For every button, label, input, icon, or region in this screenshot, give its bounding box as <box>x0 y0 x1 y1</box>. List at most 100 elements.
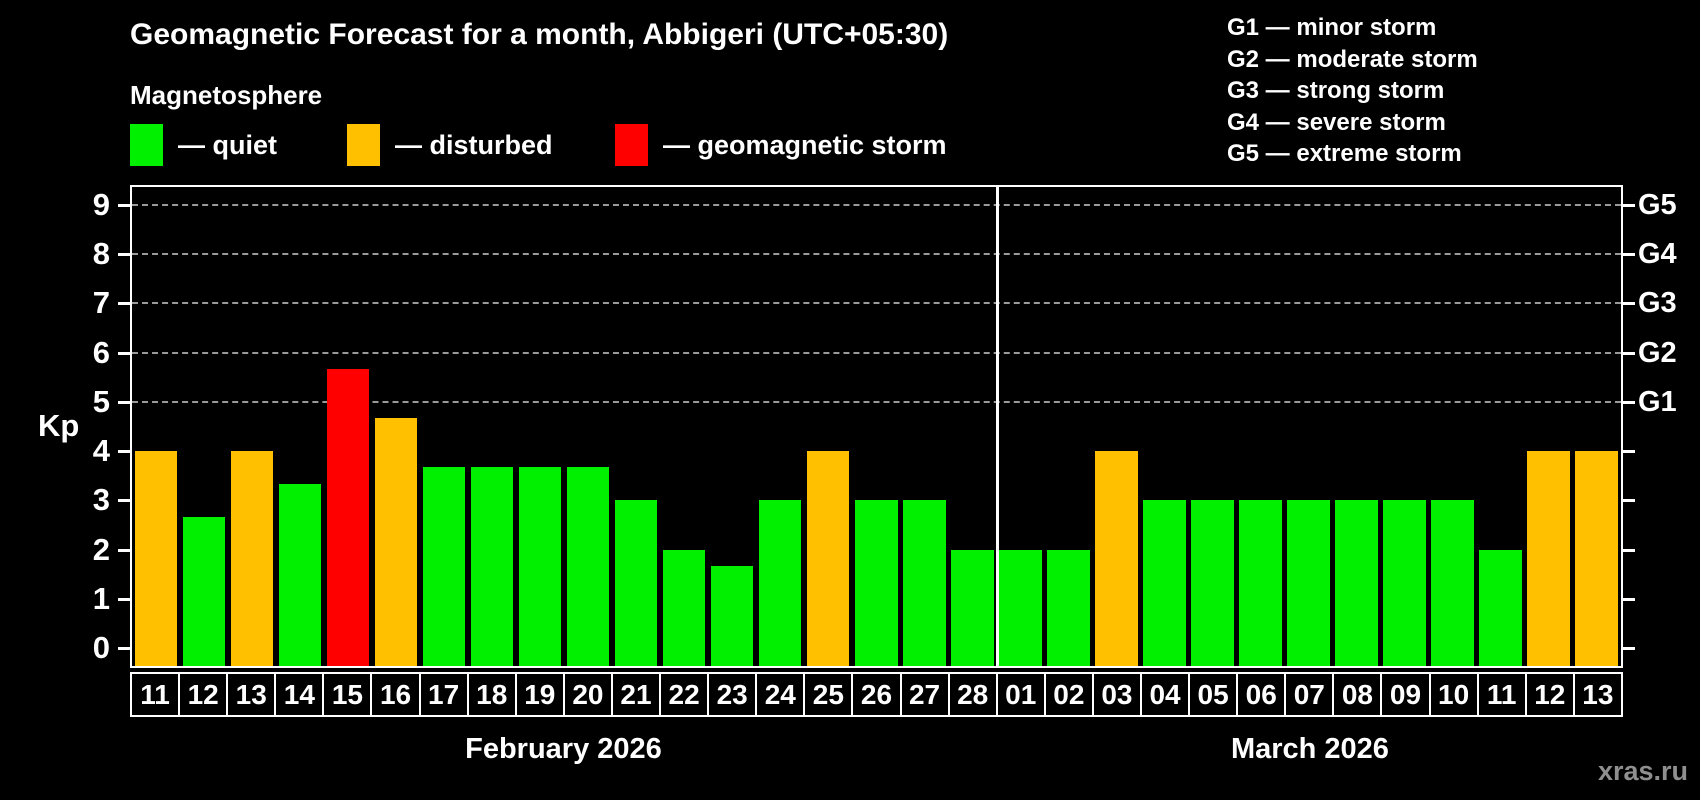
g-legend-item-g3: G3 — strong storm <box>1227 77 1445 104</box>
bar-day-08 <box>1335 500 1378 666</box>
y-axis-tick-right <box>1623 548 1635 552</box>
y-axis-tick-right <box>1623 204 1635 207</box>
month-labels: February 2026 March 2026 <box>130 733 1623 771</box>
bar-day-12 <box>182 516 226 666</box>
g-axis-label-g5: G5 <box>1638 189 1677 221</box>
day-label-17: 17 <box>418 672 469 717</box>
g-axis-label-g1: G1 <box>1638 385 1677 418</box>
bar-day-07 <box>1287 500 1330 666</box>
y-axis-tick-right <box>1623 499 1635 503</box>
y-axis-title: Kp <box>38 408 80 443</box>
month-separator-line <box>995 187 999 666</box>
day-label-15: 15 <box>322 672 373 717</box>
g-axis-label-g2: G2 <box>1638 336 1677 369</box>
y-axis-tick <box>118 597 130 601</box>
day-label-24: 24 <box>755 672 806 717</box>
y-axis-tick <box>118 450 130 454</box>
plot-area <box>118 185 1635 668</box>
y-axis-tick <box>118 400 130 404</box>
g-axis-label-g3: G3 <box>1638 287 1677 320</box>
status-legend: — quiet — disturbed — geomagnetic storm <box>0 124 1700 166</box>
g-axis-label-g4: G4 <box>1638 238 1677 271</box>
bar-day-12 <box>1527 451 1570 666</box>
y-tick-label-0: 0 <box>92 630 110 665</box>
y-axis-tick-right <box>1623 647 1635 650</box>
day-label-08: 08 <box>1332 672 1383 717</box>
day-label-27: 27 <box>899 672 950 717</box>
day-label-01: 01 <box>995 672 1046 717</box>
bar-day-15 <box>326 368 370 666</box>
bar-day-05 <box>1191 500 1234 666</box>
right-axis-g-labels: G1 G2 G3 G4 G5 <box>1638 0 1700 800</box>
day-label-25: 25 <box>803 672 854 717</box>
day-axis-row: 11 12 13 14 15 16 17 18 19 20 21 22 23 24 25 26 27 28 01 02… <box>130 672 1623 717</box>
day-label-07: 07 <box>1284 672 1335 717</box>
bar-day-24 <box>758 500 802 666</box>
legend-item-storm: — geomagnetic storm <box>615 124 947 166</box>
bar-day-28 <box>951 549 994 666</box>
bar-day-17 <box>422 467 466 666</box>
day-label-10: 10 <box>1428 672 1479 717</box>
day-label-06: 06 <box>1236 672 1287 717</box>
bar-day-10 <box>1431 500 1474 666</box>
page-title: Geomagnetic Forecast for a month, Abbige… <box>130 18 949 51</box>
quiet-color-swatch <box>130 124 163 166</box>
day-label-28: 28 <box>947 672 998 717</box>
bar-day-18 <box>470 467 514 666</box>
g-legend-item-g4: G4 — severe storm <box>1227 108 1446 136</box>
y-axis-tick-right <box>1623 400 1635 404</box>
bar-day-26 <box>854 500 898 666</box>
day-label-04: 04 <box>1139 672 1191 717</box>
day-label-12: 12 <box>1524 672 1575 717</box>
day-label-26: 26 <box>851 672 902 717</box>
day-label-20: 20 <box>562 672 613 717</box>
g-legend-item-g2: G2 — moderate storm <box>1227 45 1478 73</box>
y-axis-tick <box>118 302 130 306</box>
bar-day-25 <box>806 451 850 666</box>
y-tick-label-7: 7 <box>92 285 110 321</box>
bar-day-09 <box>1383 500 1426 666</box>
y-tick-label-2: 2 <box>92 531 110 567</box>
g-legend-item-g5: G5 — extreme storm <box>1227 140 1462 167</box>
day-label-14: 14 <box>274 672 325 717</box>
day-label-11: 11 <box>1476 672 1527 717</box>
bar-day-13 <box>230 451 274 666</box>
g-legend-item-g1: G1 — minor storm <box>1227 14 1437 41</box>
y-tick-label-9: 9 <box>92 187 110 222</box>
month-label-february: February 2026 <box>465 733 662 765</box>
legend-label-quiet: — quiet <box>178 129 277 160</box>
legend-label-storm: — geomagnetic storm <box>663 129 947 160</box>
y-axis-tick <box>118 253 130 257</box>
gridline-kp7 <box>132 302 1621 305</box>
y-axis-tick-right <box>1623 253 1635 257</box>
legend-item-disturbed: — disturbed <box>347 124 553 166</box>
y-axis-tick <box>118 548 130 552</box>
bar-day-22 <box>662 549 706 666</box>
bar-day-06 <box>1239 500 1282 666</box>
bar-day-13 <box>1575 451 1618 666</box>
day-label-03: 03 <box>1091 672 1142 717</box>
y-axis-tick <box>118 647 130 650</box>
y-axis-tick-right <box>1623 302 1635 306</box>
bar-day-02 <box>1047 549 1090 666</box>
bar-day-27 <box>903 500 946 666</box>
day-label-22: 22 <box>659 672 710 717</box>
bar-day-20 <box>566 467 610 666</box>
day-label-05: 05 <box>1188 672 1239 717</box>
y-tick-label-8: 8 <box>92 236 110 272</box>
bar-day-03 <box>1095 451 1138 666</box>
bar-day-04 <box>1143 500 1186 666</box>
storm-color-swatch <box>615 124 648 166</box>
bar-day-21 <box>614 500 658 666</box>
gridline-kp6 <box>132 351 1621 354</box>
bar-day-23 <box>710 565 754 666</box>
y-tick-label-6: 6 <box>92 334 110 370</box>
y-axis-tick <box>118 499 130 503</box>
day-label-19: 19 <box>514 672 565 717</box>
gridline-kp8 <box>132 253 1621 256</box>
bar-day-16 <box>374 418 418 666</box>
day-label-16: 16 <box>370 672 421 717</box>
bar-day-11 <box>134 451 178 666</box>
bar-day-19 <box>518 467 562 666</box>
